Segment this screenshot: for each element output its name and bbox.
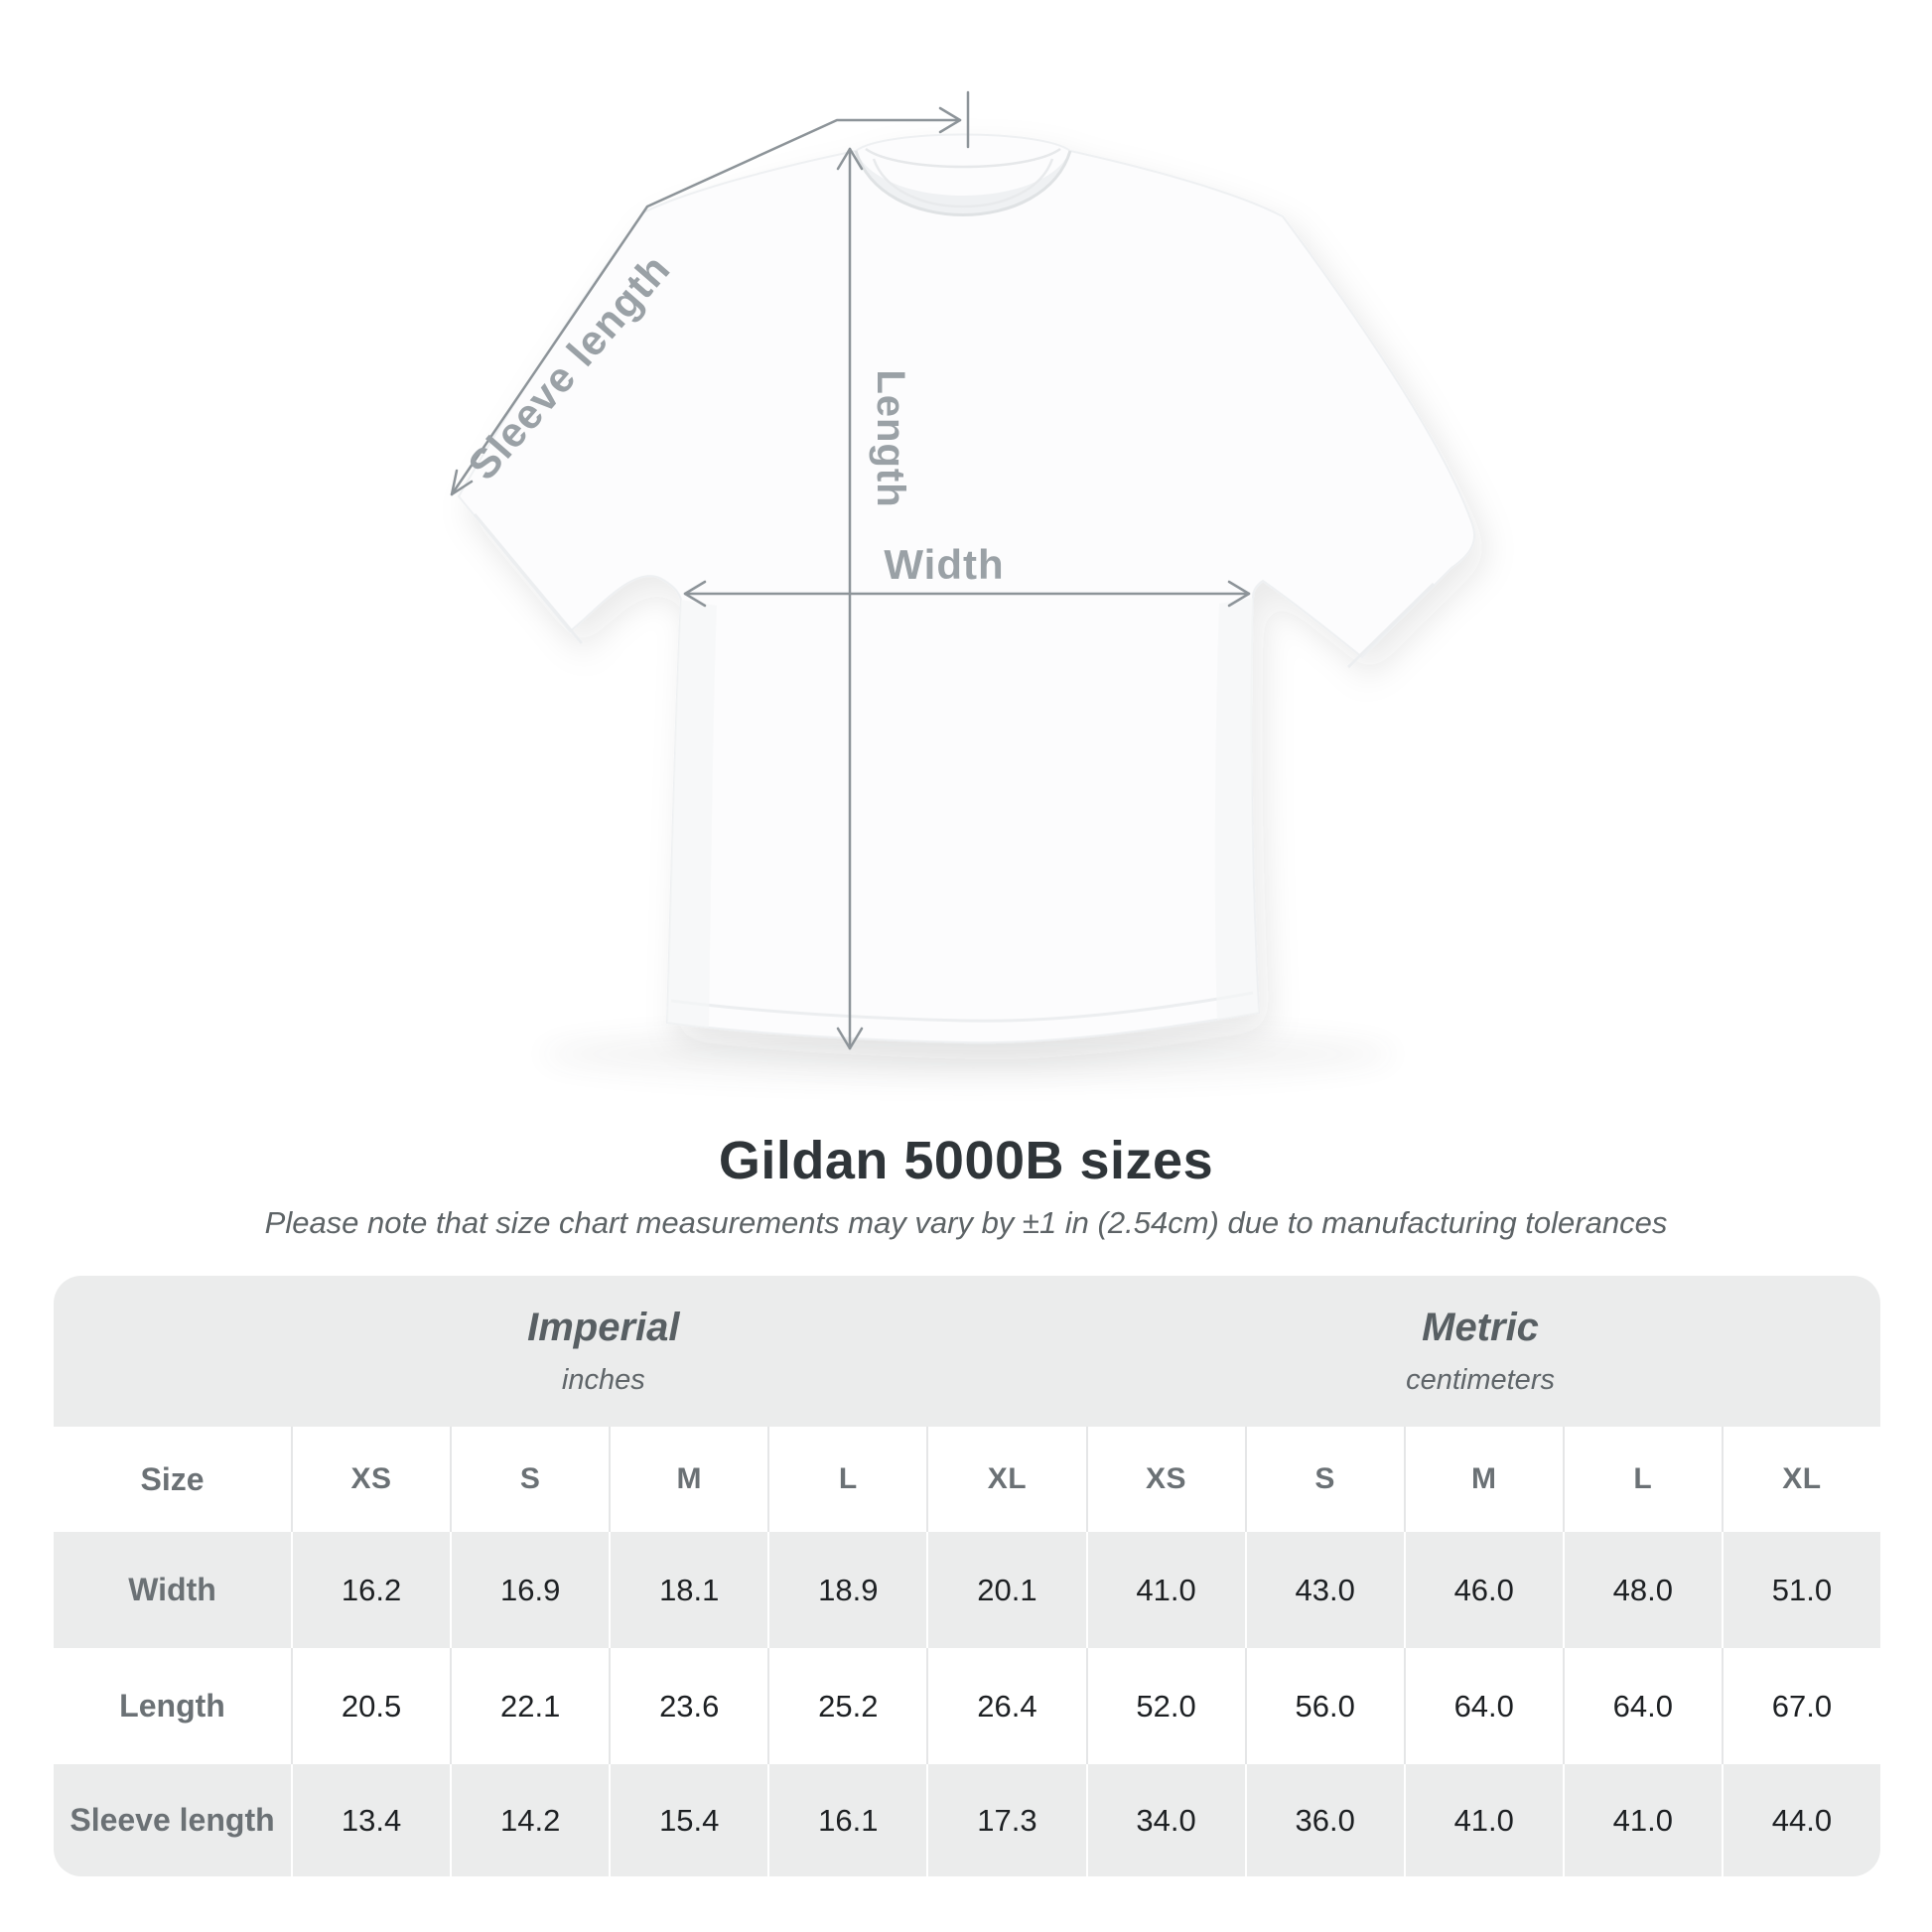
sleeve-xl-in: 17.3	[926, 1764, 1085, 1876]
width-xl-cm: 51.0	[1721, 1532, 1880, 1648]
size-header-s-metric: S	[1244, 1427, 1404, 1532]
size-header-l-metric: L	[1562, 1427, 1722, 1532]
metric-label: Metric	[1422, 1306, 1539, 1349]
sleeve-s-in: 14.2	[450, 1764, 609, 1876]
width-m-cm: 46.0	[1403, 1532, 1563, 1648]
size-header-m-metric: M	[1403, 1427, 1563, 1532]
table-row-width: Width 16.2 16.9 18.1 18.9 20.1 41.0 43.0…	[54, 1532, 1880, 1648]
shirt-floor-shadow	[541, 1029, 1395, 1080]
length-l-in: 25.2	[767, 1648, 926, 1764]
sleeve-m-cm: 41.0	[1403, 1764, 1563, 1876]
imperial-unit-label: inches	[561, 1364, 645, 1396]
size-column-header: Size	[140, 1460, 205, 1497]
width-xl-in: 20.1	[926, 1532, 1085, 1648]
length-s-cm: 56.0	[1244, 1648, 1404, 1764]
sleeve-xl-cm: 44.0	[1721, 1764, 1880, 1876]
length-m-cm: 64.0	[1403, 1648, 1563, 1764]
size-header-row: Size XS S M L XL XS S M L XL	[54, 1427, 1880, 1532]
size-header-xl-imperial: XL	[926, 1427, 1085, 1532]
sleeve-xs-cm: 34.0	[1085, 1764, 1245, 1876]
width-l-in: 18.9	[767, 1532, 926, 1648]
sleeve-length-line	[450, 118, 962, 496]
tshirt-size-diagram: Sleeve length Length Width	[450, 90, 1476, 1080]
width-m-in: 18.1	[609, 1532, 767, 1648]
tolerance-note: Please note that size chart measurements…	[264, 1205, 1668, 1240]
sleeve-l-in: 16.1	[767, 1764, 926, 1876]
sleeve-length-arrowhead-right	[938, 106, 962, 134]
sleeve-l-cm: 41.0	[1562, 1764, 1722, 1876]
row-label-width: Width	[128, 1572, 216, 1607]
tshirt-graphic	[457, 133, 1476, 1044]
length-xs-in: 20.5	[291, 1648, 450, 1764]
row-label-sleeve-length: Sleeve length	[69, 1802, 275, 1838]
unit-group-metric: Metric centimeters	[1406, 1276, 1555, 1427]
metric-unit-label: centimeters	[1406, 1364, 1555, 1396]
length-l-cm: 64.0	[1562, 1648, 1722, 1764]
unit-group-imperial: Imperial inches	[527, 1276, 679, 1427]
length-xl-cm: 67.0	[1721, 1648, 1880, 1764]
width-xs-cm: 41.0	[1085, 1532, 1245, 1648]
length-xs-cm: 52.0	[1085, 1648, 1245, 1764]
size-table: Imperial inches Metric centimeters Size …	[54, 1276, 1880, 1876]
row-label-length: Length	[119, 1688, 225, 1724]
sleeve-m-in: 15.4	[609, 1764, 767, 1876]
length-label: Length	[869, 369, 912, 507]
size-header-xs-imperial: XS	[291, 1427, 450, 1532]
width-arrowhead-left	[683, 580, 707, 608]
length-m-in: 23.6	[609, 1648, 767, 1764]
sleeve-xs-in: 13.4	[291, 1764, 450, 1876]
width-l-cm: 48.0	[1562, 1532, 1722, 1648]
table-row-length: Length 20.5 22.1 23.6 25.2 26.4 52.0 56.…	[54, 1648, 1880, 1764]
width-xs-in: 16.2	[291, 1532, 450, 1648]
size-header-xl-metric: XL	[1721, 1427, 1880, 1532]
size-header-m-imperial: M	[609, 1427, 767, 1532]
width-s-cm: 43.0	[1244, 1532, 1404, 1648]
imperial-label: Imperial	[527, 1306, 680, 1349]
page-title: Gildan 5000B sizes	[718, 1131, 1214, 1190]
measurement-annotations	[450, 90, 1251, 1050]
sleeve-s-cm: 36.0	[1244, 1764, 1404, 1876]
unit-header-band: Imperial inches Metric centimeters	[54, 1276, 1880, 1427]
length-xl-in: 26.4	[926, 1648, 1085, 1764]
table-row-sleeve-length: Sleeve length 13.4 14.2 15.4 16.1 17.3 3…	[54, 1764, 1880, 1876]
width-label: Width	[884, 541, 1004, 588]
size-header-l-imperial: L	[767, 1427, 926, 1532]
width-arrowhead-right	[1227, 580, 1251, 608]
width-s-in: 16.9	[450, 1532, 609, 1648]
length-s-in: 22.1	[450, 1648, 609, 1764]
size-header-s-imperial: S	[450, 1427, 609, 1532]
size-header-xs-metric: XS	[1085, 1427, 1245, 1532]
length-arrowhead-bottom	[836, 1027, 864, 1050]
length-arrowhead-top	[836, 147, 864, 171]
sleeve-length-arrowhead-bottom	[450, 469, 474, 496]
